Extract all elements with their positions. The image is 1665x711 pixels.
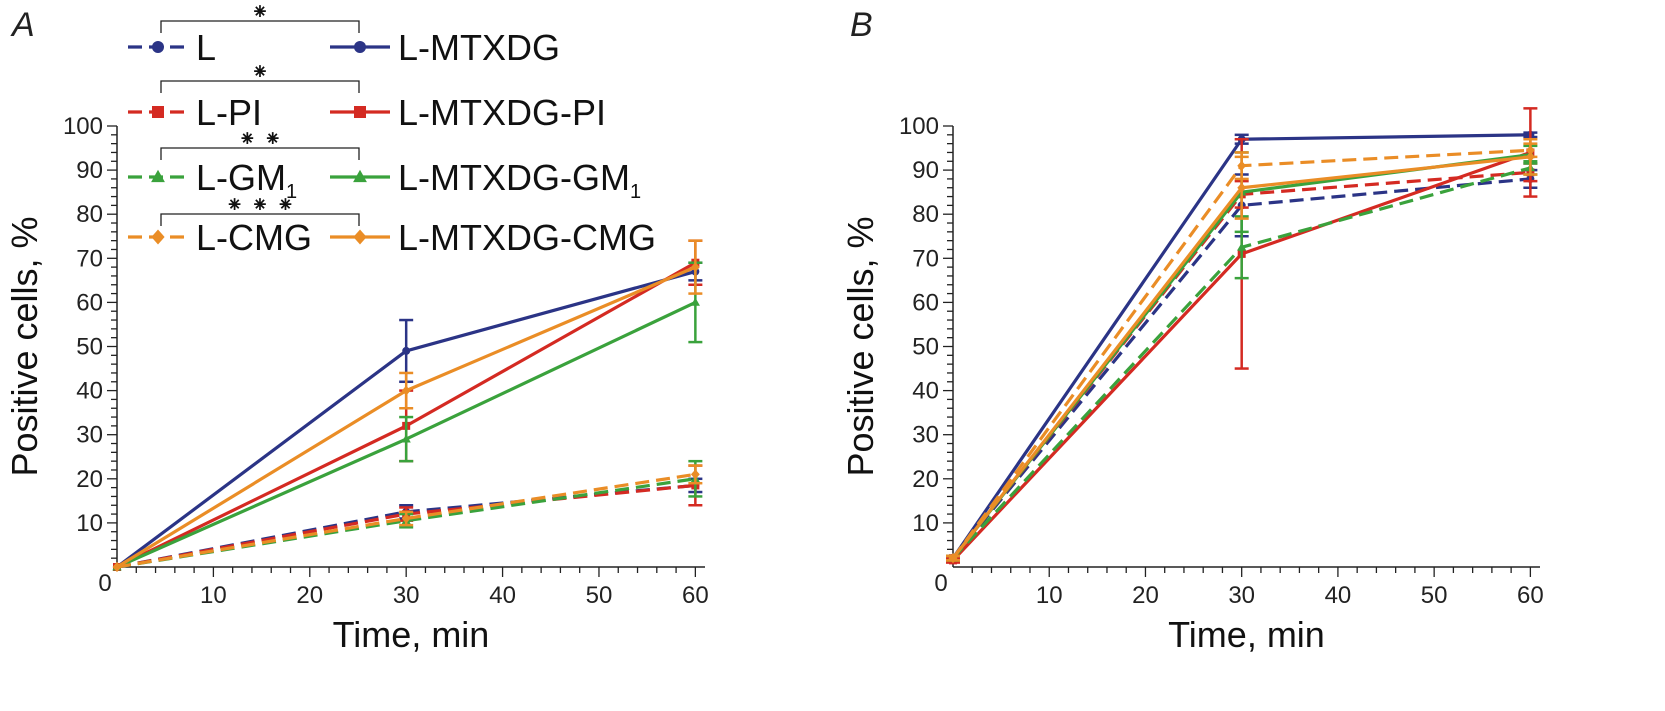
y-tick-label: 60 <box>912 289 939 316</box>
x-tick-label: 10 <box>1036 582 1063 609</box>
panel-a-letter: A <box>10 6 35 44</box>
x-tick-label: 60 <box>682 582 709 609</box>
data-point <box>112 562 122 572</box>
y-tick-label: 10 <box>76 510 103 537</box>
y-tick-label: 20 <box>76 466 103 493</box>
legend-item-l-cmg: L-CMG <box>128 217 312 258</box>
series-l-cmg <box>112 464 703 572</box>
x-tick-label: 40 <box>489 582 516 609</box>
legend-marker <box>353 169 367 183</box>
x-tick-label: 50 <box>586 582 613 609</box>
origin-label: 0 <box>98 570 111 597</box>
legend-label: L <box>196 27 216 68</box>
y-tick-label: 30 <box>76 422 103 449</box>
x-tick-label: 10 <box>200 582 227 609</box>
panel-b-letter: B <box>850 6 873 44</box>
legend-item-l-mtxdg-pi: L-MTXDG-PI <box>330 92 606 133</box>
x-tick-label: 20 <box>296 582 323 609</box>
y-tick-label: 90 <box>912 157 939 184</box>
data-point <box>402 346 411 355</box>
series-l-mtxdg-cmg <box>112 239 703 572</box>
x-tick-label: 60 <box>1517 582 1544 609</box>
significance-mark: ⁕ <box>251 60 269 85</box>
x-axis-title: Time, min <box>333 614 490 655</box>
legend-marker <box>354 41 366 53</box>
legend-marker <box>151 169 165 183</box>
y-tick-label: 70 <box>912 245 939 272</box>
y-tick-label: 100 <box>899 113 939 140</box>
bracket-line <box>160 20 360 33</box>
data-point <box>690 469 700 480</box>
y-axis-title: Positive cells, % <box>4 216 45 476</box>
legend-label: L-MTXDG-CMG <box>398 217 656 258</box>
y-tick-label: 100 <box>63 113 103 140</box>
data-point <box>401 513 411 524</box>
x-tick-label: 30 <box>1228 582 1255 609</box>
significance-mark: ⁕ ⁕ <box>238 127 282 152</box>
legend-marker <box>152 106 164 118</box>
y-axis-title: Positive cells, % <box>840 216 881 476</box>
bracket-line <box>160 147 360 160</box>
x-tick-label: 20 <box>1132 582 1159 609</box>
legend-label: L-CMG <box>196 217 312 258</box>
y-tick-label: 50 <box>76 334 103 361</box>
chart-panel-b: B 10 20 30 40 50 60 70 80 90 100 10 20 30 40 50 60 0 Time… <box>840 6 1544 655</box>
bracket-line <box>160 213 360 226</box>
legend-label: L-PI <box>196 92 262 133</box>
legend-item-l-mtxdg-gm: L-MTXDG-GM1 <box>330 157 641 203</box>
y-tick-label: 60 <box>76 289 103 316</box>
data-point <box>690 297 700 306</box>
legend-marker <box>354 106 366 118</box>
significance-bracket: ⁕ <box>160 0 360 33</box>
significance-bracket: ⁕ ⁕ ⁕ <box>160 193 360 226</box>
legend-item-l-mtxdg-cmg: L-MTXDG-CMG <box>330 217 656 258</box>
y-tick-label: 40 <box>76 378 103 405</box>
legend-item-l-mtxdg: L-MTXDG <box>330 27 560 68</box>
data-point <box>401 434 411 443</box>
legend: L L-MTXDG L-PI L-MTXDG-PI L-GM1 L-MTXDG-GM1 L-… <box>128 0 656 258</box>
x-tick-label: 40 <box>1325 582 1352 609</box>
significance-bracket: ⁕ ⁕ <box>160 127 360 160</box>
significance-mark: ⁕ <box>251 0 269 25</box>
chart-panel-a: A 10 20 30 40 50 60 70 80 90 100 10 20 30 40 50 60 0 Time… <box>4 6 709 655</box>
y-tick-label: 20 <box>912 466 939 493</box>
x-axis-title: Time, min <box>1168 614 1325 655</box>
y-tick-label: 80 <box>912 201 939 228</box>
x-tick-label: 30 <box>393 582 420 609</box>
legend-item-l-pi: L-PI <box>128 92 262 133</box>
y-tick-label: 90 <box>76 157 103 184</box>
legend-marker <box>151 229 165 245</box>
data-point <box>690 262 700 273</box>
series-line <box>951 177 1531 560</box>
y-tick-label: 40 <box>912 378 939 405</box>
y-tick-label: 50 <box>912 334 939 361</box>
data-point <box>948 553 958 564</box>
y-tick-label: 70 <box>76 245 103 272</box>
legend-label: L-GM1 <box>196 157 297 203</box>
legend-marker <box>152 41 164 53</box>
data-point <box>1525 151 1535 162</box>
y-tick-label: 80 <box>76 201 103 228</box>
legend-label: L-MTXDG-GM1 <box>398 157 641 203</box>
y-tick-label: 10 <box>912 510 939 537</box>
legend-label: L-MTXDG <box>398 27 560 68</box>
significance-mark: ⁕ ⁕ ⁕ <box>225 193 294 218</box>
data-point <box>401 385 411 396</box>
origin-label: 0 <box>934 570 947 597</box>
legend-item-l: L <box>128 27 216 68</box>
data-point <box>1237 182 1247 193</box>
significance-bracket: ⁕ <box>160 60 360 93</box>
legend-item-l-gm: L-GM1 <box>128 157 297 203</box>
y-tick-label: 30 <box>912 422 939 449</box>
bracket-line <box>160 80 360 93</box>
series-line <box>116 472 696 569</box>
legend-label: L-MTXDG-PI <box>398 92 606 133</box>
data-point <box>1237 242 1247 251</box>
legend-marker <box>353 229 367 245</box>
x-tick-label: 50 <box>1421 582 1448 609</box>
series-l-mtxdg-cmg <box>946 137 1538 564</box>
